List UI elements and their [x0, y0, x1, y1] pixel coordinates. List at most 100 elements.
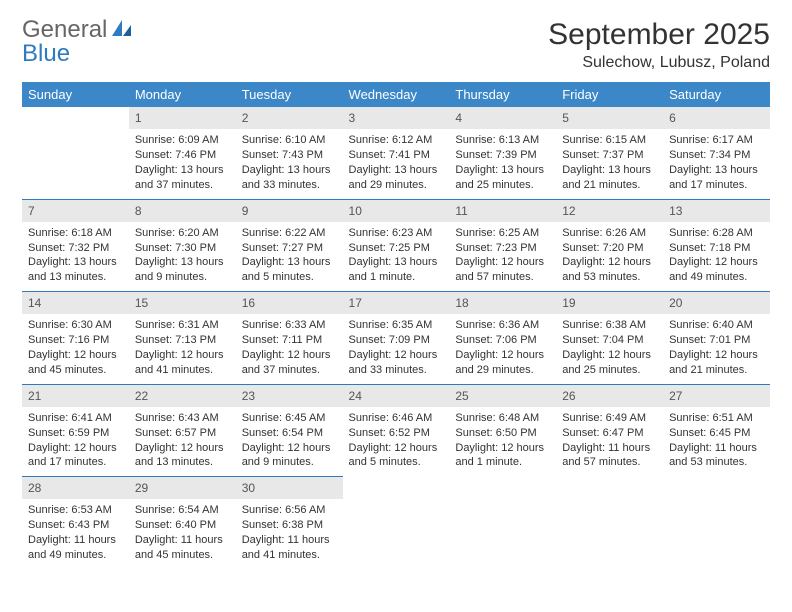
day-number: 5: [556, 107, 663, 129]
calendar-cell: 15Sunrise: 6:31 AMSunset: 7:13 PMDayligh…: [129, 291, 236, 384]
day-number: 28: [22, 476, 129, 499]
sunrise-text: Sunrise: 6:17 AM: [669, 133, 764, 148]
calendar-cell: 27Sunrise: 6:51 AMSunset: 6:45 PMDayligh…: [663, 384, 770, 477]
day-header: Monday: [129, 82, 236, 107]
sunrise-text: Sunrise: 6:23 AM: [349, 226, 444, 241]
day-body: Sunrise: 6:41 AMSunset: 6:59 PMDaylight:…: [22, 407, 129, 476]
day-number: 6: [663, 107, 770, 129]
daylight-text: Daylight: 13 hours and 21 minutes.: [562, 163, 657, 193]
daylight-text: Daylight: 13 hours and 37 minutes.: [135, 163, 230, 193]
sunset-text: Sunset: 7:30 PM: [135, 241, 230, 256]
day-number: 23: [236, 384, 343, 407]
sunset-text: Sunset: 7:23 PM: [455, 241, 550, 256]
calendar-cell: [449, 476, 556, 569]
brand-text: General Blue: [22, 18, 133, 66]
brand-logo: General Blue: [22, 18, 133, 66]
day-body: Sunrise: 6:49 AMSunset: 6:47 PMDaylight:…: [556, 407, 663, 476]
sunrise-text: Sunrise: 6:28 AM: [669, 226, 764, 241]
day-body: Sunrise: 6:45 AMSunset: 6:54 PMDaylight:…: [236, 407, 343, 476]
sunset-text: Sunset: 7:04 PM: [562, 333, 657, 348]
sunrise-text: Sunrise: 6:26 AM: [562, 226, 657, 241]
daylight-text: Daylight: 12 hours and 21 minutes.: [669, 348, 764, 378]
day-body: Sunrise: 6:35 AMSunset: 7:09 PMDaylight:…: [343, 314, 450, 383]
day-number: 26: [556, 384, 663, 407]
calendar-cell: 22Sunrise: 6:43 AMSunset: 6:57 PMDayligh…: [129, 384, 236, 477]
day-number: 30: [236, 476, 343, 499]
daylight-text: Daylight: 12 hours and 17 minutes.: [28, 441, 123, 471]
calendar-cell: 1Sunrise: 6:09 AMSunset: 7:46 PMDaylight…: [129, 107, 236, 199]
sunrise-text: Sunrise: 6:31 AM: [135, 318, 230, 333]
daylight-text: Daylight: 12 hours and 29 minutes.: [455, 348, 550, 378]
sunrise-text: Sunrise: 6:36 AM: [455, 318, 550, 333]
calendar-cell: [556, 476, 663, 569]
day-body: Sunrise: 6:53 AMSunset: 6:43 PMDaylight:…: [22, 499, 129, 568]
daylight-text: Daylight: 13 hours and 25 minutes.: [455, 163, 550, 193]
calendar-cell: 28Sunrise: 6:53 AMSunset: 6:43 PMDayligh…: [22, 476, 129, 569]
day-header: Sunday: [22, 82, 129, 107]
calendar-cell: 2Sunrise: 6:10 AMSunset: 7:43 PMDaylight…: [236, 107, 343, 199]
sunset-text: Sunset: 7:37 PM: [562, 148, 657, 163]
daylight-text: Daylight: 12 hours and 41 minutes.: [135, 348, 230, 378]
daylight-text: Daylight: 12 hours and 13 minutes.: [135, 441, 230, 471]
day-body: Sunrise: 6:22 AMSunset: 7:27 PMDaylight:…: [236, 222, 343, 291]
day-number: 2: [236, 107, 343, 129]
calendar-cell: 13Sunrise: 6:28 AMSunset: 7:18 PMDayligh…: [663, 199, 770, 292]
sunrise-text: Sunrise: 6:12 AM: [349, 133, 444, 148]
daylight-text: Daylight: 12 hours and 33 minutes.: [349, 348, 444, 378]
calendar-cell: 19Sunrise: 6:38 AMSunset: 7:04 PMDayligh…: [556, 291, 663, 384]
day-body: Sunrise: 6:33 AMSunset: 7:11 PMDaylight:…: [236, 314, 343, 383]
day-body: Sunrise: 6:38 AMSunset: 7:04 PMDaylight:…: [556, 314, 663, 383]
sunset-text: Sunset: 7:27 PM: [242, 241, 337, 256]
sunrise-text: Sunrise: 6:43 AM: [135, 411, 230, 426]
sail-icon: [111, 19, 133, 37]
daylight-text: Daylight: 13 hours and 5 minutes.: [242, 255, 337, 285]
sunset-text: Sunset: 7:11 PM: [242, 333, 337, 348]
calendar-cell: 17Sunrise: 6:35 AMSunset: 7:09 PMDayligh…: [343, 291, 450, 384]
sunrise-text: Sunrise: 6:09 AM: [135, 133, 230, 148]
daylight-text: Daylight: 13 hours and 33 minutes.: [242, 163, 337, 193]
calendar-cell: 18Sunrise: 6:36 AMSunset: 7:06 PMDayligh…: [449, 291, 556, 384]
sunrise-text: Sunrise: 6:56 AM: [242, 503, 337, 518]
calendar-cell: 4Sunrise: 6:13 AMSunset: 7:39 PMDaylight…: [449, 107, 556, 199]
daylight-text: Daylight: 12 hours and 53 minutes.: [562, 255, 657, 285]
calendar-cell: 21Sunrise: 6:41 AMSunset: 6:59 PMDayligh…: [22, 384, 129, 477]
day-number: 18: [449, 291, 556, 314]
sunset-text: Sunset: 7:46 PM: [135, 148, 230, 163]
calendar-cell: 29Sunrise: 6:54 AMSunset: 6:40 PMDayligh…: [129, 476, 236, 569]
sunset-text: Sunset: 7:20 PM: [562, 241, 657, 256]
sunrise-text: Sunrise: 6:45 AM: [242, 411, 337, 426]
daylight-text: Daylight: 13 hours and 9 minutes.: [135, 255, 230, 285]
sunset-text: Sunset: 7:16 PM: [28, 333, 123, 348]
calendar-cell: 25Sunrise: 6:48 AMSunset: 6:50 PMDayligh…: [449, 384, 556, 477]
sunset-text: Sunset: 7:18 PM: [669, 241, 764, 256]
sunset-text: Sunset: 7:13 PM: [135, 333, 230, 348]
daylight-text: Daylight: 11 hours and 49 minutes.: [28, 533, 123, 563]
day-number: 1: [129, 107, 236, 129]
calendar-cell: 11Sunrise: 6:25 AMSunset: 7:23 PMDayligh…: [449, 199, 556, 292]
day-body: Sunrise: 6:23 AMSunset: 7:25 PMDaylight:…: [343, 222, 450, 291]
calendar-cell: 9Sunrise: 6:22 AMSunset: 7:27 PMDaylight…: [236, 199, 343, 292]
day-body: Sunrise: 6:28 AMSunset: 7:18 PMDaylight:…: [663, 222, 770, 291]
day-header: Wednesday: [343, 82, 450, 107]
daylight-text: Daylight: 11 hours and 41 minutes.: [242, 533, 337, 563]
calendar-cell: 26Sunrise: 6:49 AMSunset: 6:47 PMDayligh…: [556, 384, 663, 477]
day-number: 12: [556, 199, 663, 222]
day-body: Sunrise: 6:54 AMSunset: 6:40 PMDaylight:…: [129, 499, 236, 568]
day-number: 25: [449, 384, 556, 407]
day-body: Sunrise: 6:09 AMSunset: 7:46 PMDaylight:…: [129, 129, 236, 198]
day-number: 29: [129, 476, 236, 499]
calendar-cell: 3Sunrise: 6:12 AMSunset: 7:41 PMDaylight…: [343, 107, 450, 199]
calendar-cell: 5Sunrise: 6:15 AMSunset: 7:37 PMDaylight…: [556, 107, 663, 199]
sunrise-text: Sunrise: 6:35 AM: [349, 318, 444, 333]
day-body: Sunrise: 6:51 AMSunset: 6:45 PMDaylight:…: [663, 407, 770, 476]
sunrise-text: Sunrise: 6:13 AM: [455, 133, 550, 148]
daylight-text: Daylight: 12 hours and 1 minute.: [455, 441, 550, 471]
calendar-cell: 30Sunrise: 6:56 AMSunset: 6:38 PMDayligh…: [236, 476, 343, 569]
sunset-text: Sunset: 7:43 PM: [242, 148, 337, 163]
day-header: Saturday: [663, 82, 770, 107]
calendar-table: Sunday Monday Tuesday Wednesday Thursday…: [22, 82, 770, 569]
day-number: 14: [22, 291, 129, 314]
day-header: Friday: [556, 82, 663, 107]
sunset-text: Sunset: 6:59 PM: [28, 426, 123, 441]
daylight-text: Daylight: 11 hours and 45 minutes.: [135, 533, 230, 563]
